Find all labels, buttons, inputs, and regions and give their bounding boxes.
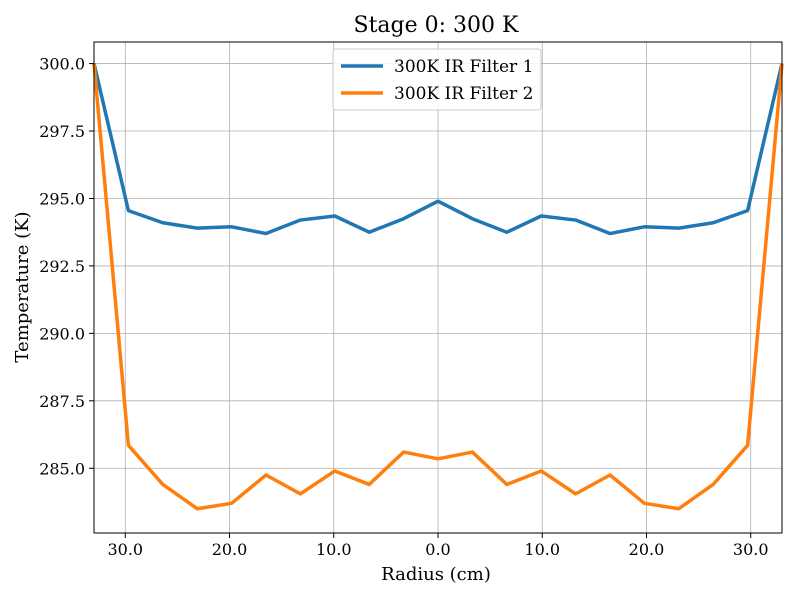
legend: 300K IR Filter 1 300K IR Filter 2 (332, 48, 542, 111)
x-tick-label: 0.0 (425, 540, 450, 559)
y-tick-label: 287.5 (39, 392, 85, 411)
x-tick-label: 20.0 (629, 540, 665, 559)
series-line-300k-ir-filter-2 (92, 63, 784, 511)
x-tick-label: 30.0 (107, 540, 143, 559)
x-axis-label: Radius (cm) (381, 564, 491, 585)
x-tick-label: 30.0 (733, 540, 769, 559)
x-tick-label: 20.0 (212, 540, 248, 559)
x-tick-label: 10.0 (524, 540, 560, 559)
y-tick-label: 300.0 (39, 55, 85, 74)
y-tick-label: 297.5 (39, 122, 85, 141)
series-layer (92, 63, 784, 511)
y-tick-label: 292.5 (39, 257, 85, 276)
y-axis-label: Temperature (K) (12, 211, 33, 362)
legend-label-300k-ir-filter-2: 300K IR Filter 2 (394, 84, 533, 104)
chart-title: Stage 0: 300 K (354, 13, 520, 38)
y-tick-label: 295.0 (39, 189, 85, 208)
y-tick-label: 290.0 (39, 324, 85, 343)
ticks: 30.0 20.0 10.0 0.0 10.0 20.0 30.0 285.0 287.5 290… (39, 55, 768, 559)
series-line-300k-ir-filter-1 (92, 63, 784, 236)
legend-label-300k-ir-filter-1: 300K IR Filter 1 (394, 57, 533, 77)
y-tick-label: 285.0 (39, 459, 85, 478)
legend-frame (332, 48, 542, 111)
x-tick-label: 10.0 (316, 540, 352, 559)
